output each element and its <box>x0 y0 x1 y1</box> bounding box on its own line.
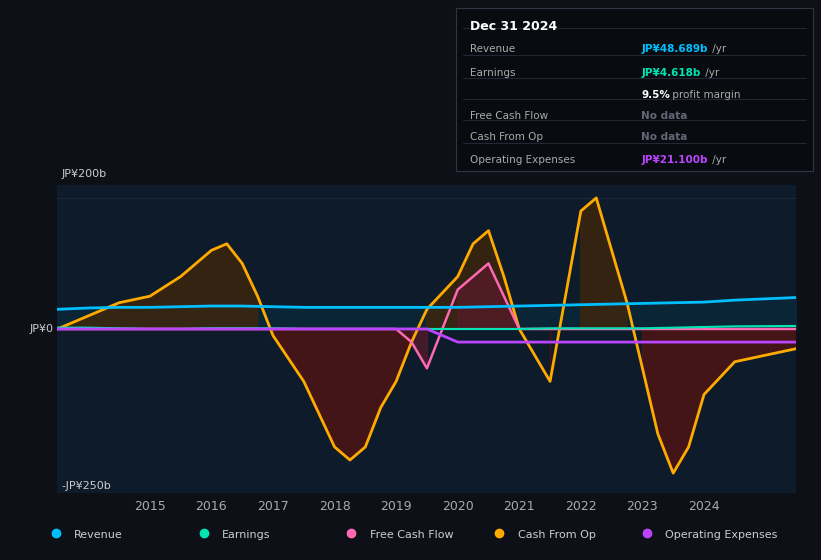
Text: JP¥200b: JP¥200b <box>62 169 106 179</box>
Text: -JP¥250b: -JP¥250b <box>62 481 111 491</box>
Text: /yr: /yr <box>703 68 720 78</box>
Text: Revenue: Revenue <box>470 44 515 54</box>
Text: No data: No data <box>641 111 688 121</box>
Text: Revenue: Revenue <box>75 530 123 540</box>
Text: Operating Expenses: Operating Expenses <box>470 155 576 165</box>
Text: profit margin: profit margin <box>668 90 740 100</box>
Text: /yr: /yr <box>709 44 727 54</box>
Text: /yr: /yr <box>709 155 727 165</box>
Text: Earnings: Earnings <box>222 530 271 540</box>
Text: Earnings: Earnings <box>470 68 516 78</box>
Text: JP¥4.618b: JP¥4.618b <box>641 68 701 78</box>
Text: Free Cash Flow: Free Cash Flow <box>370 530 453 540</box>
Text: JP¥21.100b: JP¥21.100b <box>641 155 708 165</box>
Text: Free Cash Flow: Free Cash Flow <box>470 111 548 121</box>
Text: Dec 31 2024: Dec 31 2024 <box>470 20 557 33</box>
Text: JP¥0: JP¥0 <box>30 324 54 334</box>
Text: JP¥48.689b: JP¥48.689b <box>641 44 708 54</box>
Text: Operating Expenses: Operating Expenses <box>666 530 777 540</box>
Text: Cash From Op: Cash From Op <box>518 530 595 540</box>
FancyBboxPatch shape <box>456 8 813 171</box>
Text: No data: No data <box>641 132 688 142</box>
Text: Cash From Op: Cash From Op <box>470 132 543 142</box>
Text: 9.5%: 9.5% <box>641 90 670 100</box>
